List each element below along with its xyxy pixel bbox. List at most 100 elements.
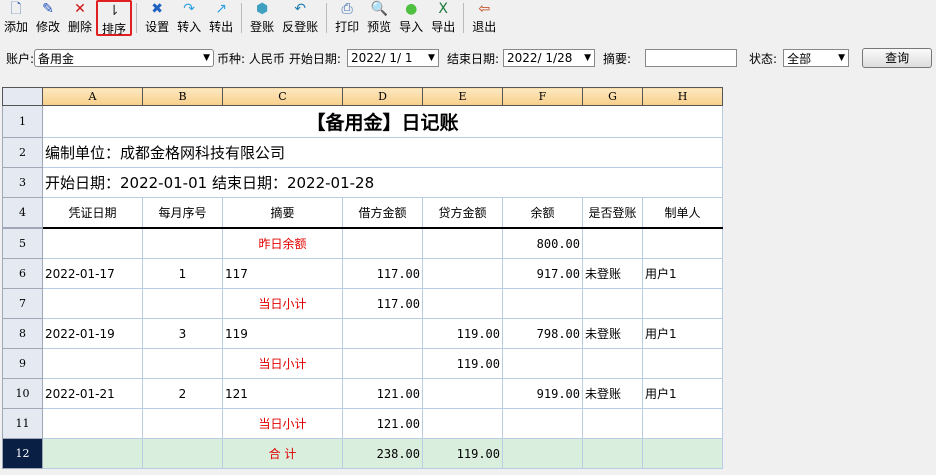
toolbar-button-2[interactable]: ✕ 删除: [64, 0, 96, 36]
cell[interactable]: 2022-01-21: [42, 378, 143, 409]
sheet-title[interactable]: 【备用金】日记账: [42, 105, 723, 138]
toolbar-button-6[interactable]: ↗ 转出: [205, 0, 237, 36]
cell[interactable]: 合 计: [222, 438, 343, 469]
cell[interactable]: 919.00: [502, 378, 583, 409]
row-header[interactable]: 7: [2, 288, 43, 319]
cell[interactable]: 用户1: [642, 378, 723, 409]
cell[interactable]: [642, 408, 723, 439]
cell[interactable]: 当日小计: [222, 348, 343, 379]
cell[interactable]: 117.00: [342, 288, 423, 319]
cell[interactable]: 用户1: [642, 318, 723, 349]
cell[interactable]: [42, 438, 143, 469]
cell[interactable]: [422, 258, 503, 289]
toolbar-button-1[interactable]: ✎ 修改: [32, 0, 64, 36]
cell[interactable]: [422, 288, 503, 319]
cell[interactable]: [642, 348, 723, 379]
cell[interactable]: 117.00: [342, 258, 423, 289]
summary-input[interactable]: [645, 49, 738, 67]
unit-cell[interactable]: 编制单位：成都金格网科技有限公司: [42, 137, 723, 168]
cell[interactable]: [642, 227, 723, 259]
column-header[interactable]: H: [642, 87, 723, 106]
cell[interactable]: 未登账: [582, 318, 643, 349]
column-header[interactable]: G: [582, 87, 643, 106]
cell[interactable]: 119.00: [422, 438, 503, 469]
row-header[interactable]: 6: [2, 258, 43, 289]
cell[interactable]: [142, 288, 223, 319]
row-header[interactable]: 9: [2, 348, 43, 379]
field-header[interactable]: 摘要: [222, 197, 343, 229]
row-header[interactable]: 11: [2, 408, 43, 439]
cell[interactable]: 800.00: [502, 227, 583, 259]
toolbar-button-13[interactable]: ⇦ 退出: [468, 0, 500, 36]
cell[interactable]: [582, 348, 643, 379]
row-header[interactable]: 8: [2, 318, 43, 349]
column-header[interactable]: A: [42, 87, 143, 106]
cell[interactable]: 当日小计: [222, 408, 343, 439]
cell[interactable]: [422, 227, 503, 259]
cell[interactable]: [42, 408, 143, 439]
cell[interactable]: 119: [222, 318, 343, 349]
cell[interactable]: 238.00: [342, 438, 423, 469]
column-header[interactable]: D: [342, 87, 423, 106]
field-header[interactable]: 余额: [502, 197, 583, 229]
cell[interactable]: 121.00: [342, 408, 423, 439]
field-header[interactable]: 凭证日期: [42, 197, 143, 229]
toolbar-button-0[interactable]: 🗋 添加: [0, 0, 32, 36]
cell[interactable]: [42, 288, 143, 319]
cell[interactable]: 2022-01-19: [42, 318, 143, 349]
cell[interactable]: [142, 227, 223, 259]
toolbar-button-7[interactable]: ⬢ 登账: [246, 0, 278, 36]
end-date-picker[interactable]: 2022/ 1/28 ▼: [503, 49, 595, 67]
row-header[interactable]: 4: [2, 197, 43, 229]
column-header[interactable]: B: [142, 87, 223, 106]
cell[interactable]: [502, 288, 583, 319]
column-header[interactable]: F: [502, 87, 583, 106]
cell[interactable]: 2022-01-17: [42, 258, 143, 289]
corner-cell[interactable]: [2, 87, 43, 106]
account-select[interactable]: 备用金 ▼: [34, 49, 215, 67]
period-cell[interactable]: 开始日期：2022-01-01 结束日期：2022-01-28: [42, 167, 723, 198]
toolbar-button-3[interactable]: ⇂ 排序: [96, 0, 133, 36]
cell[interactable]: 未登账: [582, 258, 643, 289]
cell[interactable]: [582, 408, 643, 439]
toolbar-button-4[interactable]: ✖ 设置: [141, 0, 173, 36]
field-header[interactable]: 制单人: [642, 197, 723, 229]
cell[interactable]: [42, 348, 143, 379]
cell[interactable]: 121: [222, 378, 343, 409]
toolbar-button-8[interactable]: ↶ 反登账: [278, 0, 322, 36]
cell[interactable]: [142, 438, 223, 469]
cell[interactable]: [342, 318, 423, 349]
toolbar-button-5[interactable]: ↷ 转入: [173, 0, 205, 36]
cell[interactable]: [422, 378, 503, 409]
cell[interactable]: [642, 438, 723, 469]
cell[interactable]: [142, 348, 223, 379]
field-header[interactable]: 借方金额: [342, 197, 423, 229]
row-header[interactable]: 5: [2, 227, 43, 259]
cell[interactable]: 昨日余额: [222, 227, 343, 259]
toolbar-button-10[interactable]: 🔍 预览: [363, 0, 395, 36]
cell[interactable]: [582, 288, 643, 319]
cell[interactable]: [342, 227, 423, 259]
field-header[interactable]: 贷方金额: [422, 197, 503, 229]
row-header[interactable]: 10: [2, 378, 43, 409]
toolbar-button-12[interactable]: X 导出: [427, 0, 459, 36]
cell[interactable]: 119.00: [422, 318, 503, 349]
field-header[interactable]: 是否登账: [582, 197, 643, 229]
status-select[interactable]: 全部 ▼: [783, 49, 850, 67]
row-header[interactable]: 2: [2, 137, 43, 168]
cell[interactable]: 917.00: [502, 258, 583, 289]
cell[interactable]: 3: [142, 318, 223, 349]
toolbar-button-11[interactable]: ● 导入: [395, 0, 427, 36]
cell[interactable]: [582, 438, 643, 469]
cell[interactable]: [42, 227, 143, 259]
cell[interactable]: [642, 288, 723, 319]
cell[interactable]: [422, 408, 503, 439]
cell[interactable]: [582, 227, 643, 259]
cell[interactable]: 2: [142, 378, 223, 409]
cell[interactable]: 119.00: [422, 348, 503, 379]
column-header[interactable]: C: [222, 87, 343, 106]
cell[interactable]: 117: [222, 258, 343, 289]
cell[interactable]: [142, 408, 223, 439]
query-button[interactable]: 查询: [862, 48, 933, 68]
start-date-picker[interactable]: 2022/ 1/ 1 ▼: [346, 49, 439, 67]
